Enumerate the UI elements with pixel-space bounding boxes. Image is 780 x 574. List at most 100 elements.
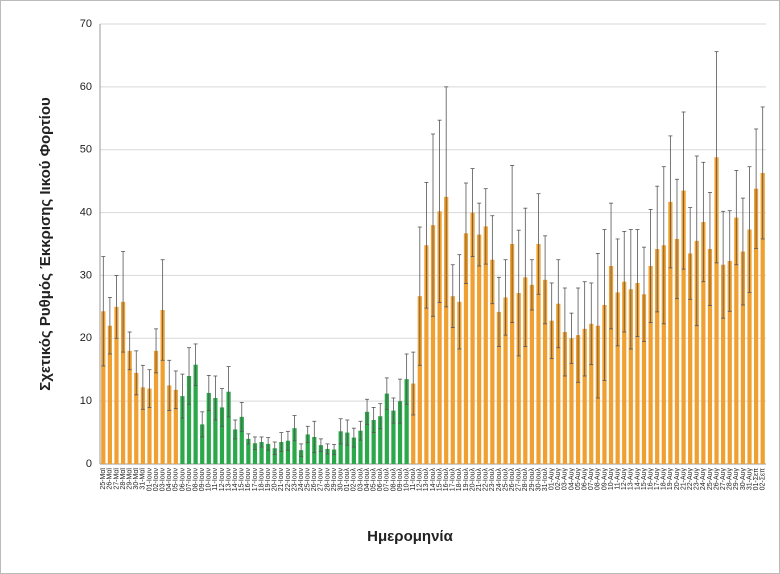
bar	[444, 196, 449, 464]
bar	[523, 277, 528, 464]
x-tick-label: 21-Ιουλ	[476, 468, 483, 492]
y-tick-label: 0	[86, 458, 92, 470]
bar	[674, 238, 680, 464]
x-tick-label: 11-Ιουλ	[410, 468, 417, 491]
bar	[351, 437, 356, 464]
x-tick-label: 01-Ιουν	[146, 468, 153, 492]
bar	[107, 325, 113, 464]
x-tick-label: 15-Αυγ	[641, 468, 648, 491]
x-tick-label: 02-Σεπ	[760, 468, 767, 491]
bar	[516, 293, 521, 464]
bar	[463, 233, 469, 464]
bar	[542, 279, 548, 464]
bar	[655, 249, 660, 464]
x-tick-label: 09-Ιουν	[199, 468, 206, 492]
bar	[556, 303, 561, 464]
bar	[437, 211, 442, 464]
bar	[582, 328, 587, 464]
x-tick-label: 07-Αυγ	[588, 468, 595, 491]
bar	[186, 376, 192, 464]
bar	[411, 383, 416, 464]
bar	[483, 226, 488, 464]
bar	[424, 245, 429, 464]
bar	[615, 292, 620, 464]
bar	[681, 190, 686, 465]
x-tick-label: 17-Αυγ	[654, 468, 661, 491]
x-tick-label: 03-Ιουν	[159, 468, 166, 492]
x-axis-label: Ημερομηνία	[367, 528, 453, 545]
x-tick-label: 11-Αυγ	[614, 468, 621, 490]
bar	[167, 385, 172, 464]
x-tick-label: 22-Ιουλ	[483, 468, 490, 492]
bar	[246, 438, 251, 464]
bar	[147, 388, 152, 464]
x-tick-label: 26-Μαϊ	[107, 468, 114, 490]
bar	[740, 251, 746, 464]
x-tick-label: 25-Ιουν	[305, 468, 312, 492]
x-tick-label: 27-Ιουν	[318, 468, 325, 492]
x-tick-label: 15-Ιουν	[239, 468, 246, 492]
bar	[252, 443, 258, 464]
x-tick-label: 29-Ιουλ	[529, 468, 536, 492]
bar	[450, 296, 455, 464]
bar	[193, 364, 198, 464]
x-tick-label: 13-Ιουν	[225, 468, 232, 492]
bar	[299, 450, 304, 464]
x-tick-label: 03-Ιουλ	[357, 468, 364, 492]
bar	[569, 338, 574, 464]
x-tick-label: 10-Ιουλ	[403, 468, 410, 492]
x-tick-label: 18-Αυγ	[661, 468, 668, 491]
bar	[180, 396, 185, 464]
y-axis-label: Σχετικός Ρυθμός Έκκρισης Ιικού Φορτίου	[37, 97, 54, 391]
x-tick-label: 28-Αυγ	[727, 468, 734, 491]
x-tick-label: 19-Αυγ	[667, 468, 674, 491]
bar	[266, 443, 271, 464]
x-tick-label: 04-Αυγ	[568, 468, 575, 491]
bar	[457, 301, 462, 464]
bar	[239, 416, 244, 464]
x-tick-label: 20-Αυγ	[674, 468, 681, 491]
x-tick-label: 06-Ιουν	[179, 468, 186, 492]
x-tick-label: 15-Ιουλ	[436, 468, 443, 492]
x-tick-label: 13-Ιουλ	[423, 468, 430, 492]
x-tick-label: 21-Αυγ	[680, 468, 687, 491]
bar	[101, 311, 106, 464]
x-tick-label: 19-Ιουν	[265, 468, 272, 492]
x-tick-label: 27-Αυγ	[720, 468, 727, 491]
x-tick-label: 16-Αυγ	[647, 468, 654, 491]
x-tick-label: 22-Αυγ	[687, 468, 694, 491]
x-tick-label: 30-Αυγ	[740, 468, 747, 491]
x-tick-label: 25-Μαϊ	[100, 468, 107, 490]
x-tick-label: 23-Ιουλ	[489, 468, 496, 492]
y-tick-label: 60	[80, 81, 92, 93]
bar	[430, 225, 436, 464]
bar	[364, 411, 370, 464]
bar	[562, 332, 567, 464]
y-tick-label: 20	[80, 332, 92, 344]
x-tick-label: 31-Αυγ	[746, 468, 753, 491]
y-tick-label: 70	[80, 18, 92, 30]
bar	[305, 434, 310, 464]
x-tick-label: 24-Ιουλ	[496, 468, 503, 492]
x-tick-label: 24-Ιουν	[298, 468, 305, 492]
bar	[279, 442, 284, 464]
bar	[747, 229, 752, 464]
x-tick-label: 28-Μαϊ	[120, 468, 127, 490]
bar	[213, 398, 218, 464]
bar	[503, 297, 508, 464]
bar	[140, 387, 145, 464]
x-tick-label: 03-Αυγ	[562, 468, 569, 491]
x-tick-label: 01-Αυγ	[549, 468, 556, 491]
x-tick-label: 18-Ιουν	[258, 468, 265, 492]
bar	[338, 431, 343, 464]
bar	[417, 296, 422, 464]
x-tick-label: 09-Αυγ	[601, 468, 608, 491]
bar	[694, 240, 699, 464]
bar	[325, 448, 330, 464]
x-tick-label: 02-Ιουλ	[351, 468, 358, 492]
bar	[529, 284, 535, 464]
bar	[510, 244, 515, 464]
x-tick-label: 13-Αυγ	[628, 468, 635, 491]
x-tick-label: 25-Αυγ	[707, 468, 714, 491]
